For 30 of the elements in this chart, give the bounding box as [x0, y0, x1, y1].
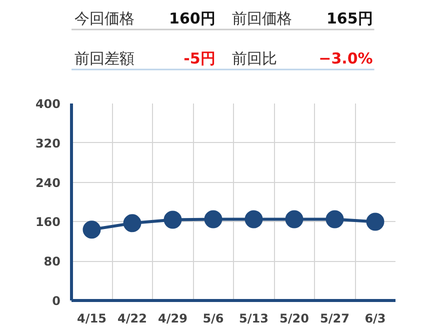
x-tick-label: 4/29	[158, 312, 188, 326]
point	[326, 210, 344, 228]
point	[366, 212, 384, 231]
point	[285, 210, 304, 228]
text: 160円	[169, 10, 216, 28]
text: 今回価格	[74, 10, 135, 28]
y-tick-label: 0	[52, 294, 61, 308]
point	[164, 210, 182, 229]
y-tick-label: 240	[35, 176, 61, 190]
text: 前回比	[232, 50, 277, 68]
y-tick-label: 80	[44, 254, 61, 269]
y-tick-label: 400	[35, 97, 61, 111]
y-tick-label: 160	[35, 215, 61, 230]
x-tick-label: 6/3	[364, 312, 386, 326]
x-tick-label: 5/20	[280, 312, 309, 326]
x-tick-label: 4/22	[118, 312, 147, 326]
text: 前回差額	[74, 50, 135, 68]
x-tick-label: 5/27	[320, 312, 350, 326]
point	[204, 210, 222, 228]
point	[82, 220, 101, 239]
x-tick-label: 4/15	[77, 312, 106, 326]
x-tick-label: 5/13	[239, 312, 268, 326]
point	[123, 214, 142, 232]
text: −3.0%	[318, 50, 373, 68]
text: -5円	[184, 50, 216, 68]
point	[244, 210, 263, 228]
x-tick-label: 5/6	[202, 312, 224, 326]
text: 165円	[326, 10, 373, 28]
text: 前回価格	[232, 10, 292, 28]
y-tick-label: 320	[35, 136, 61, 150]
